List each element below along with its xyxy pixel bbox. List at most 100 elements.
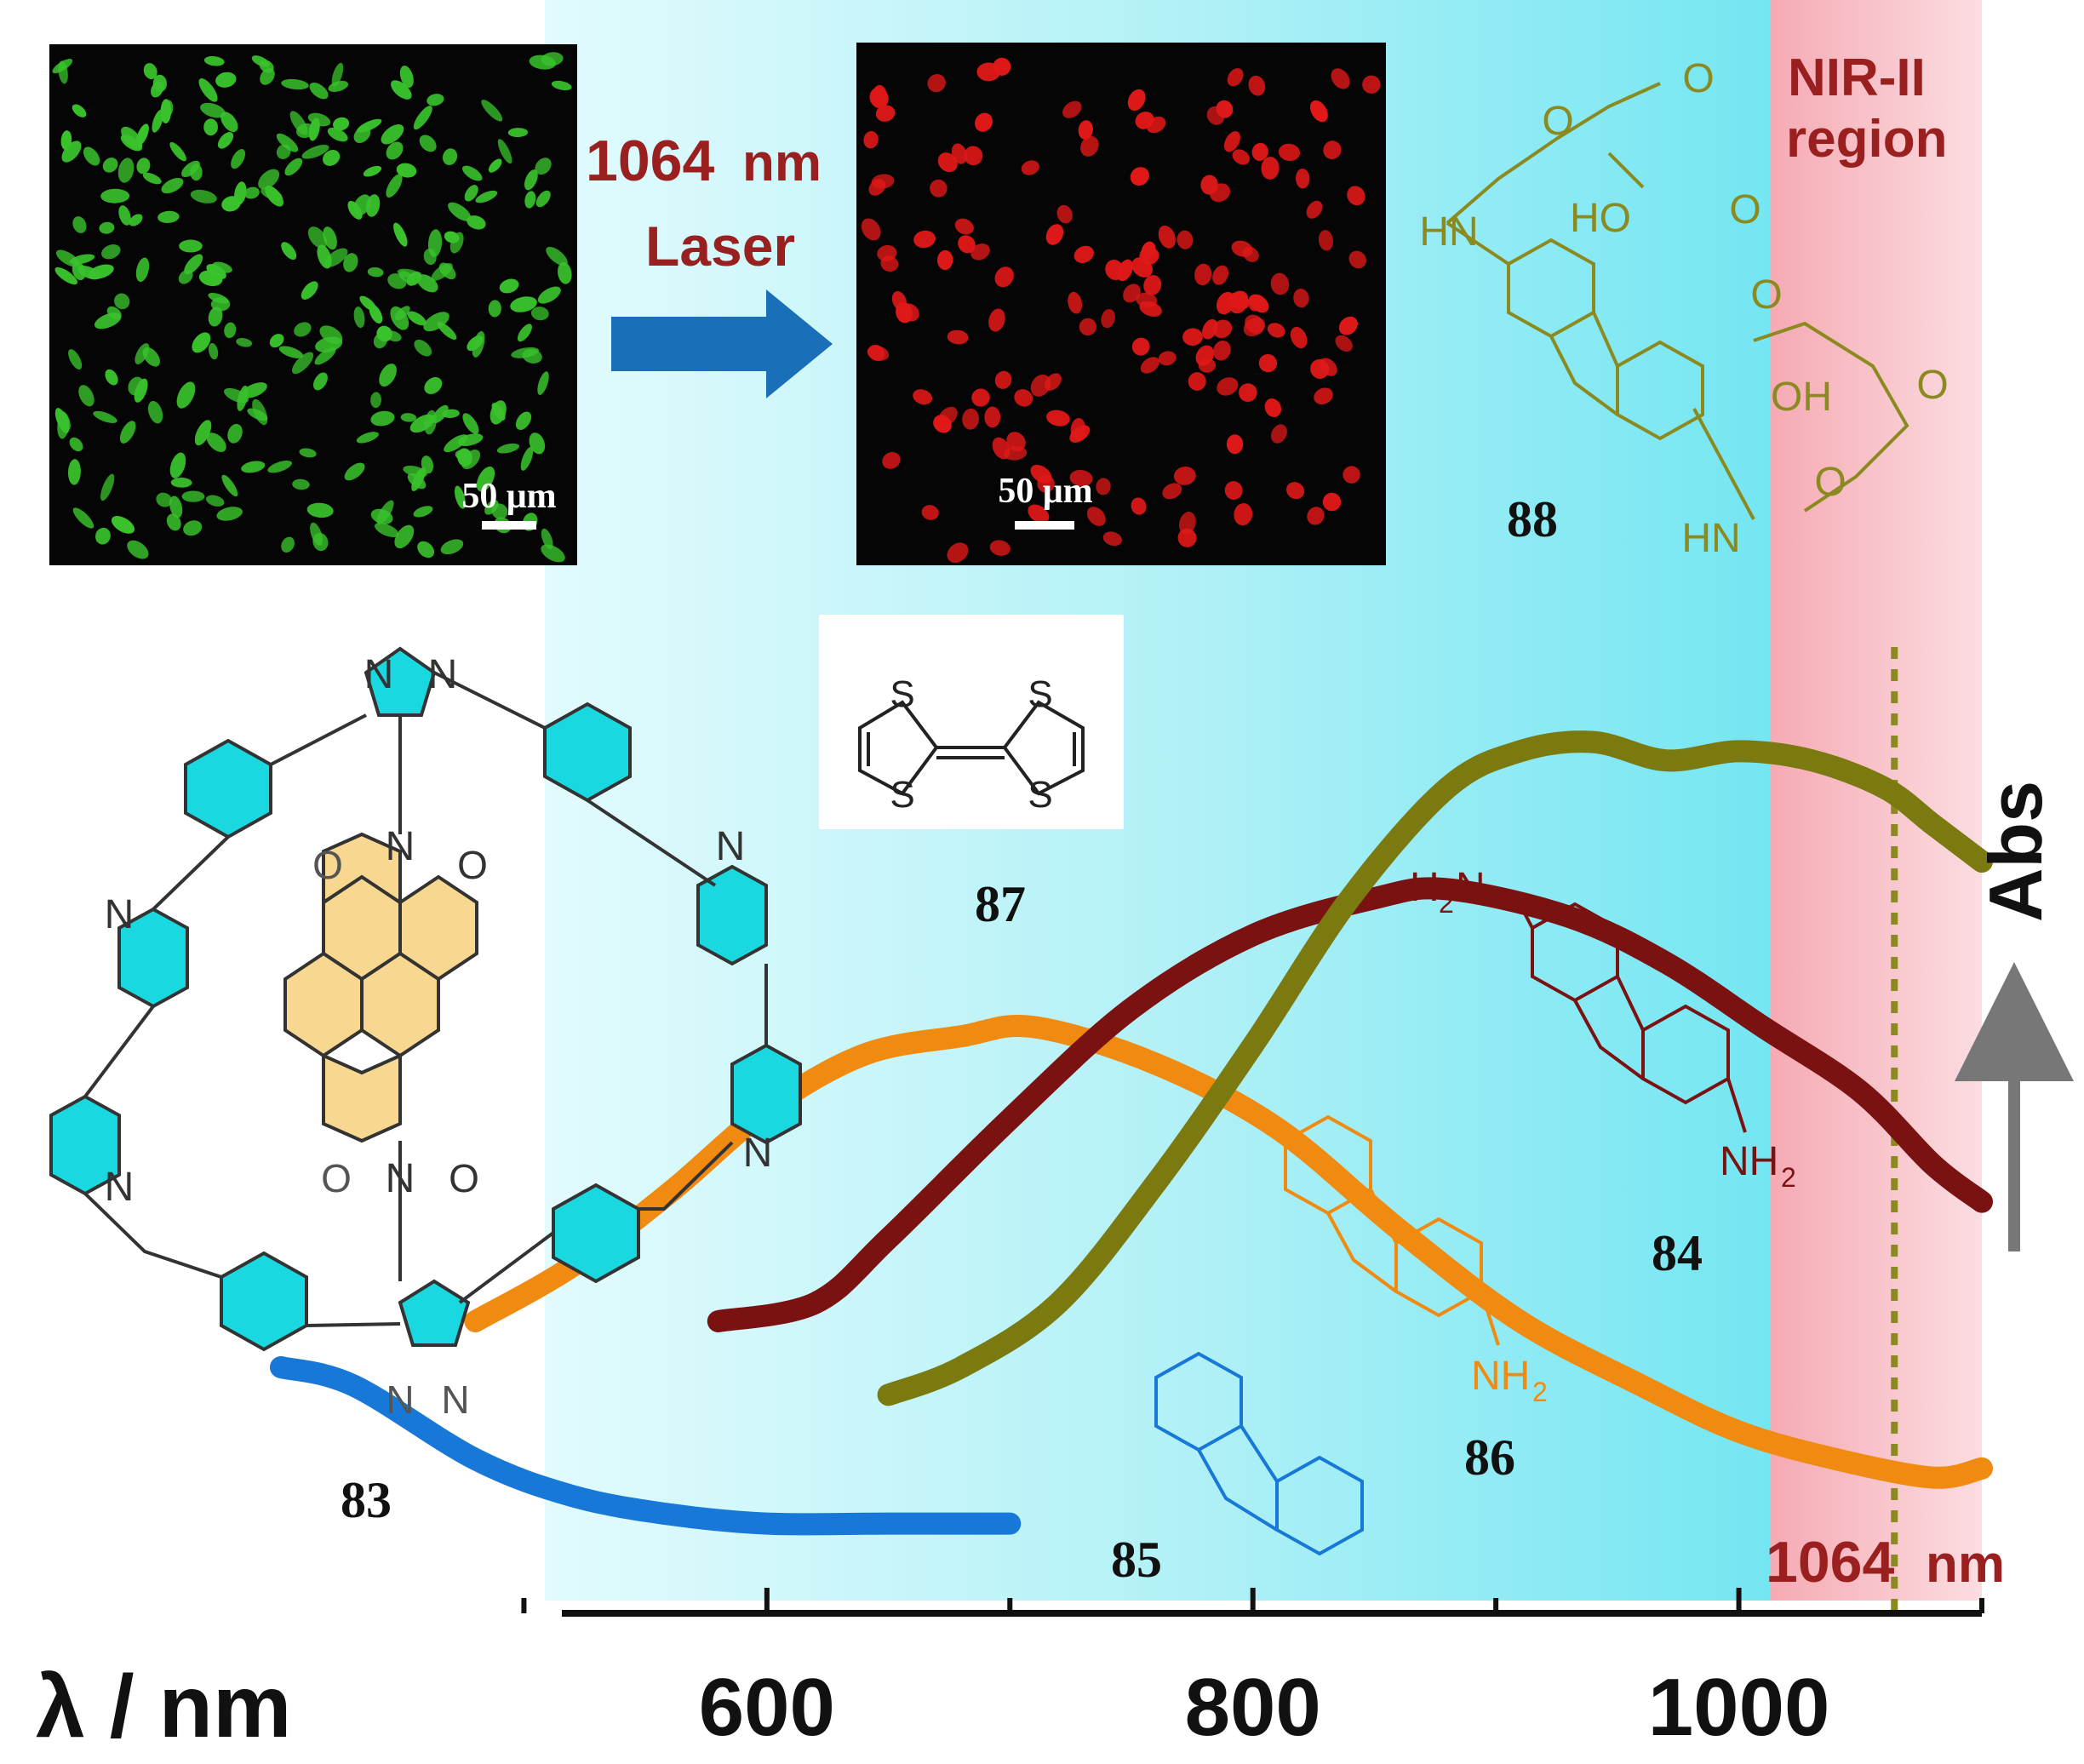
cell-nucleus	[181, 490, 205, 502]
cell-nucleus	[875, 105, 896, 122]
cell-nucleus	[143, 63, 157, 80]
cell-nucleus	[221, 474, 238, 497]
cell-nucleus	[535, 158, 552, 175]
micrograph-after: 50 μm	[856, 43, 1386, 565]
cell-nucleus	[161, 177, 184, 194]
cell-nucleus	[882, 452, 901, 469]
cell-nucleus	[1003, 446, 1028, 461]
cell-nucleus	[200, 102, 226, 118]
cell-nucleus	[1335, 335, 1353, 352]
cell-nucleus	[327, 127, 348, 142]
cell-nucleus	[520, 446, 534, 471]
atom-label: O	[449, 1156, 479, 1200]
cell-nucleus	[1102, 531, 1122, 547]
cell-nucleus	[546, 246, 568, 266]
compound-label-84: 84	[1652, 1225, 1703, 1281]
cell-nucleus	[142, 346, 160, 367]
cell-nucleus	[413, 106, 432, 130]
atom-label: O	[321, 1156, 352, 1200]
cell-nucleus	[1135, 112, 1154, 129]
cell-nucleus	[83, 146, 100, 166]
cell-nucleus	[1286, 482, 1305, 500]
atom-label: N	[105, 1165, 135, 1210]
cell-nucleus	[78, 385, 94, 407]
atom-label: O	[312, 843, 343, 887]
series-line-88	[877, 730, 1993, 1406]
cell-nucleus	[947, 329, 969, 345]
cell-nucleus	[95, 527, 111, 545]
cell-nucleus	[94, 312, 122, 329]
cell-nucleus	[1127, 89, 1146, 112]
cell-nucleus	[292, 478, 310, 490]
cell-nucleus	[284, 158, 303, 176]
cell-nucleus	[1198, 358, 1217, 373]
cell-nucleus	[156, 492, 173, 507]
scale-bar	[482, 521, 536, 530]
compound-84-structure	[1514, 895, 1747, 1133]
cell-nucleus	[393, 222, 408, 247]
cell-nucleus	[989, 540, 1011, 556]
atom-label: N	[386, 1156, 415, 1201]
cell-nucleus	[379, 364, 397, 387]
cell-nucleus	[1296, 168, 1310, 189]
cell-nucleus	[1293, 289, 1309, 308]
cell-nucleus	[1347, 186, 1365, 206]
absorption-plot: 600 800 1000	[270, 647, 1993, 1753]
cell-nucleus	[1264, 398, 1281, 418]
cell-nucleus	[517, 324, 532, 342]
cell-nucleus	[1143, 275, 1162, 295]
cell-nucleus	[198, 78, 218, 102]
atom-label: S	[890, 673, 914, 715]
cell-nucleus	[93, 410, 117, 424]
cell-nucleus	[414, 339, 432, 357]
cell-nucleus	[1290, 326, 1308, 349]
cell-nucleus	[507, 128, 529, 138]
cell-nucleus	[317, 244, 332, 269]
cell-nucleus	[1245, 314, 1264, 334]
y-axis-label: Abs	[1973, 781, 2058, 922]
cell-nucleus	[1086, 507, 1106, 526]
cell-nucleus	[442, 409, 460, 418]
cell-nucleus	[537, 371, 549, 396]
cell-nucleus	[407, 311, 427, 326]
cell-nucleus	[1338, 316, 1358, 335]
cell-nucleus	[291, 352, 314, 375]
cell-nucleus	[61, 140, 82, 163]
scale-bar	[1015, 521, 1074, 530]
cell-nucleus	[176, 381, 196, 409]
cell-nucleus	[1158, 225, 1176, 249]
x-axis-label: λ / nm	[36, 1658, 292, 1756]
cell-nucleus	[1037, 474, 1055, 493]
cell-nucleus	[1224, 481, 1243, 501]
compound-87-panel	[819, 615, 1124, 829]
cell-nucleus	[1045, 224, 1064, 245]
atom-label: O	[1814, 460, 1846, 505]
cell-nucleus	[203, 118, 218, 136]
cell-nucleus	[224, 322, 237, 339]
cell-nucleus	[343, 253, 358, 272]
cell-nucleus	[57, 412, 69, 439]
cell-nucleus	[276, 133, 299, 152]
cell-nucleus	[529, 432, 546, 455]
compound-87-structure	[858, 700, 1085, 796]
cell-nucleus	[121, 126, 143, 150]
cell-nucleus	[208, 306, 223, 327]
cell-nucleus	[206, 264, 226, 279]
cell-nucleus	[194, 420, 212, 446]
cell-nucleus	[215, 72, 237, 88]
cell-nucleus	[464, 185, 478, 202]
cell-nucleus	[1101, 309, 1115, 329]
cell-nucleus	[1068, 291, 1083, 314]
cell-nucleus	[119, 421, 136, 444]
series-line-85	[270, 1356, 1022, 1536]
cell-nucleus	[281, 242, 297, 261]
cell-nucleus	[356, 432, 379, 444]
cell-nucleus	[400, 413, 417, 422]
cell-nucleus	[1212, 340, 1231, 361]
cell-nucleus	[413, 506, 433, 518]
cell-nucleus	[1062, 100, 1082, 118]
cell-nucleus	[880, 255, 899, 272]
x-tick-label: 1000	[1648, 1662, 1830, 1753]
cell-nucleus	[994, 266, 1014, 288]
cell-nucleus	[475, 190, 498, 203]
